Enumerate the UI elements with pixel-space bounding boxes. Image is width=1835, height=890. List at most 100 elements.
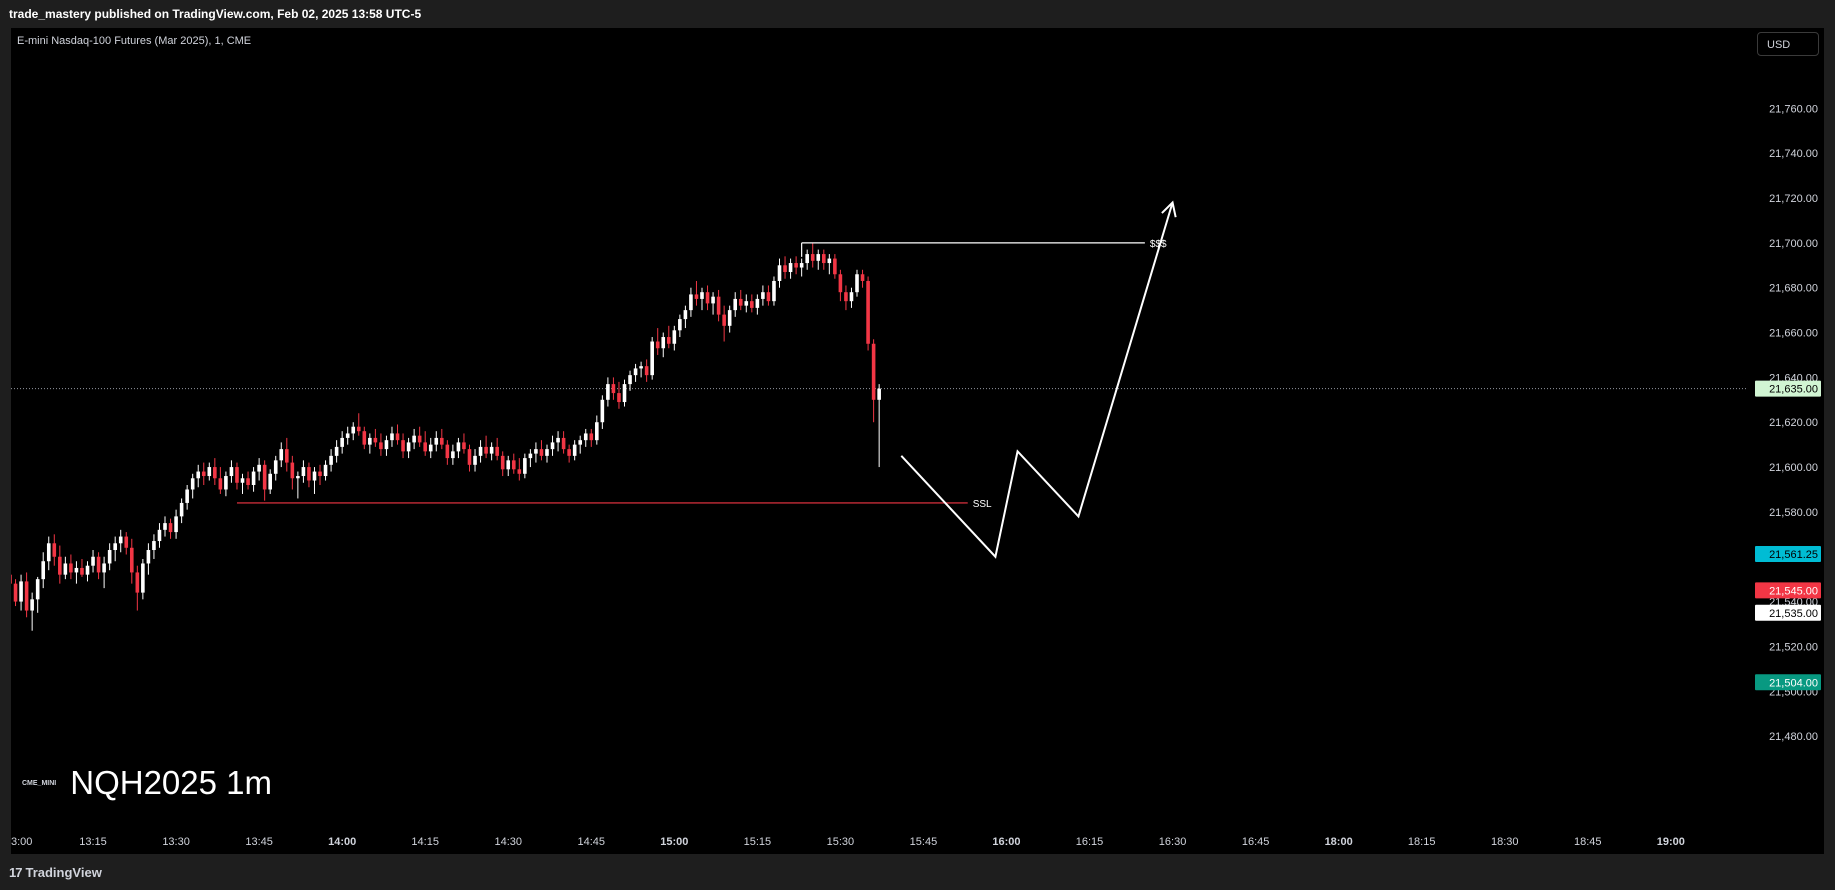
candle-body <box>711 296 715 304</box>
time-axis-label: 13:45 <box>245 836 273 848</box>
price-badge-label: 21,561.25 <box>1769 549 1818 561</box>
time-axis-label: 15:45 <box>910 836 938 848</box>
candle-body <box>495 446 499 456</box>
candle-body <box>700 292 704 299</box>
candle-body <box>705 292 710 304</box>
candle-body <box>285 449 289 463</box>
candle-body <box>567 449 571 456</box>
candle-body <box>578 440 583 445</box>
price-axis-label: 21,600.00 <box>1769 462 1818 474</box>
candle-body <box>373 437 378 443</box>
candle-body <box>124 536 129 548</box>
candle-body <box>401 440 405 452</box>
price-badge <box>1755 582 1821 599</box>
candle-body <box>19 581 23 602</box>
price-chart[interactable]: 21,480.0021,500.0021,520.0021,540.0021,5… <box>11 28 1824 854</box>
candle-body <box>423 442 427 452</box>
candle-body <box>268 473 272 490</box>
candle-body <box>428 444 433 452</box>
candle-body <box>550 442 555 450</box>
candle-body <box>235 467 239 483</box>
candle-body <box>417 435 422 443</box>
candle-body <box>799 263 804 268</box>
candle-body <box>672 330 677 344</box>
candle-body <box>666 337 671 344</box>
time-axis-label: 14:45 <box>578 836 606 848</box>
publish-info-text: trade_mastery published on TradingView.c… <box>9 7 422 21</box>
candle-body <box>855 274 859 293</box>
currency-button[interactable]: USD <box>1757 32 1819 56</box>
candle-body <box>655 341 660 349</box>
candle-body <box>650 341 654 376</box>
candle-body <box>606 384 610 400</box>
price-axis-label: 21,700.00 <box>1769 238 1818 250</box>
candle-body <box>877 388 881 400</box>
candle-body <box>556 437 560 443</box>
candle-body <box>356 426 361 432</box>
time-axis-label: 18:45 <box>1574 836 1602 848</box>
candle-body <box>644 366 649 376</box>
candle-body <box>484 446 488 454</box>
candle-body <box>440 437 444 445</box>
candle-body <box>240 478 245 483</box>
candle-body <box>871 343 876 400</box>
candle-body <box>58 556 62 575</box>
candle-body <box>406 442 411 452</box>
candle-body <box>722 314 726 326</box>
time-axis-label: 16:00 <box>992 836 1020 848</box>
time-axis-label: 18:00 <box>1325 836 1353 848</box>
candle-body <box>694 294 699 299</box>
chart-area[interactable]: 21,480.00 21,500.00 21,520.00 21,540.00 21,5… <box>11 28 1824 854</box>
candle-body <box>146 550 151 564</box>
candle-body <box>661 337 666 349</box>
candle-body <box>141 563 145 593</box>
price-axis-label: 21,660.00 <box>1769 328 1818 340</box>
candle-body <box>201 471 206 477</box>
time-axis-label: 15:00 <box>660 836 688 848</box>
candle-body <box>783 265 787 273</box>
projection-path <box>900 202 1174 559</box>
candle-body <box>390 433 394 441</box>
candle-body <box>74 567 79 573</box>
candle-body <box>174 516 178 533</box>
candle-body <box>866 280 870 344</box>
time-axis-label: 16:15 <box>1076 836 1104 848</box>
candle-body <box>600 399 605 423</box>
time-axis-label: 19:00 <box>1657 836 1685 848</box>
symbol-legend[interactable]: E-mini Nasdaq-100 Futures (Mar 2025), 1,… <box>17 35 252 47</box>
candle-body <box>384 440 389 450</box>
candle-body <box>345 433 350 438</box>
candle-body <box>683 310 688 320</box>
candle-body <box>517 469 522 474</box>
time-axis-label: 16:30 <box>1159 836 1187 848</box>
candle-body <box>334 446 339 456</box>
time-axis-label: 15:15 <box>744 836 772 848</box>
candle-body <box>821 254 826 264</box>
candle-body <box>168 523 173 533</box>
candle-body <box>102 563 106 573</box>
candle-body <box>11 574 12 584</box>
price-axis-label: 21,480.00 <box>1769 731 1818 743</box>
candle-body <box>262 464 267 490</box>
price-badge <box>1755 604 1821 621</box>
tradingview-logo[interactable]: 17 TradingView <box>9 865 102 880</box>
candle-body <box>118 536 123 544</box>
candle-body <box>218 478 223 490</box>
candle-body <box>46 543 51 562</box>
price-axis-label: 21,720.00 <box>1769 193 1818 205</box>
candle-body <box>844 292 848 302</box>
candle-body <box>561 437 566 450</box>
candle-body <box>716 296 721 315</box>
candle-body <box>849 292 854 302</box>
candle-body <box>772 280 776 302</box>
candle-body <box>838 274 843 293</box>
time-axis-label: 13:30 <box>162 836 190 848</box>
candle-body <box>412 435 416 443</box>
candle-body <box>478 446 483 456</box>
candle-body <box>523 458 527 474</box>
time-axis-label: 14:15 <box>411 836 439 848</box>
candle-body <box>622 384 627 403</box>
candle-body <box>805 254 809 264</box>
candle-body <box>362 431 367 445</box>
candle-body <box>755 298 760 308</box>
